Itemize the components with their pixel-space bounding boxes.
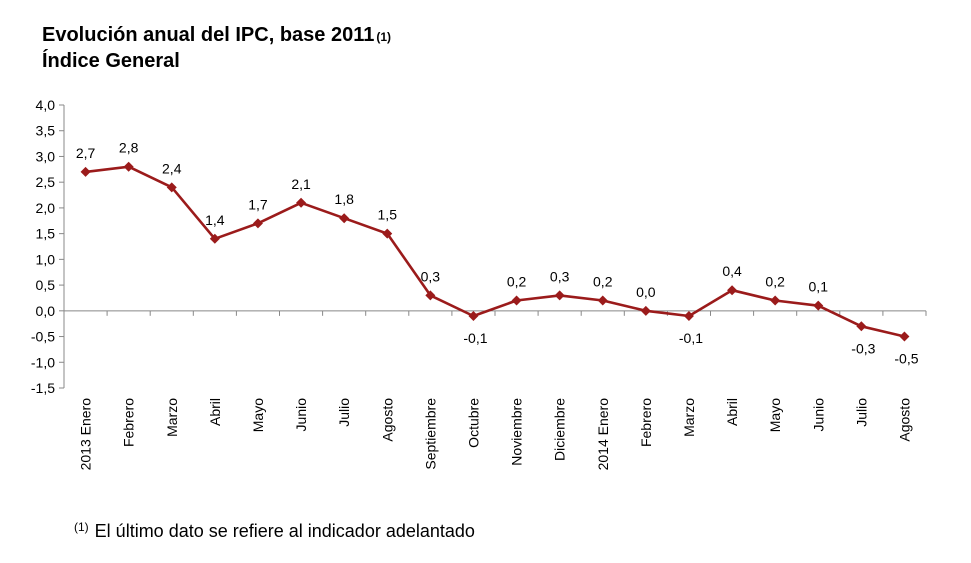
x-tick-label: Julio	[336, 398, 352, 427]
footnote-mark: (1)	[74, 520, 89, 534]
data-point	[123, 161, 134, 172]
title-note: (1)	[376, 30, 392, 44]
data-label: 0,4	[722, 263, 742, 279]
series-line	[85, 165, 905, 338]
title-text: Evolución anual del IPC, base 2011	[42, 24, 375, 46]
data-point	[166, 182, 177, 193]
data-point	[813, 300, 824, 311]
data-label: 2,7	[76, 145, 96, 161]
data-point	[554, 290, 565, 301]
y-tick-label: 0,0	[36, 303, 56, 319]
data-label: 2,1	[291, 176, 311, 192]
data-point	[468, 310, 479, 321]
data-point	[209, 233, 220, 244]
data-label: 0,3	[550, 268, 570, 284]
x-tick-label: Septiembre	[422, 398, 438, 470]
x-tick-label: Marzo	[681, 398, 697, 437]
data-point	[640, 305, 651, 316]
x-tick-label: Marzo	[164, 398, 180, 437]
y-tick-label: 2,0	[36, 200, 56, 216]
y-tick-label: 2,5	[36, 174, 56, 190]
x-tick-label: Junio	[293, 398, 309, 432]
data-point	[339, 213, 350, 224]
x-tick-label: Abril	[724, 398, 740, 426]
y-tick-label: 0,5	[36, 277, 56, 293]
data-point	[511, 295, 522, 306]
data-point	[296, 197, 307, 208]
footnote: (1) El último dato se refiere al indicado…	[74, 520, 475, 542]
y-tick-label: -0,5	[31, 329, 55, 345]
data-label: -0,1	[463, 330, 487, 346]
data-label: 0,3	[421, 268, 441, 284]
y-tick-label: 4,0	[36, 97, 56, 113]
data-point	[899, 331, 910, 342]
data-point	[252, 218, 263, 229]
data-label: 1,8	[334, 191, 354, 207]
x-tick-label: 2013 Enero	[78, 398, 94, 471]
data-point	[80, 166, 91, 177]
data-point	[425, 290, 436, 301]
data-label: 0,0	[636, 284, 656, 300]
x-tick-label: Febrero	[121, 398, 137, 447]
data-point	[856, 321, 867, 332]
data-label: 2,8	[119, 140, 139, 156]
data-label: 1,4	[205, 212, 225, 228]
data-label: 0,2	[507, 274, 527, 290]
data-point	[597, 295, 608, 306]
data-point	[382, 228, 393, 239]
x-tick-label: Agosto	[379, 398, 395, 442]
footnote-text: El último dato se refiere al indicador a…	[94, 521, 475, 541]
y-tick-label: 1,0	[36, 251, 56, 267]
data-label: -0,3	[851, 340, 875, 356]
x-tick-label: Julio	[853, 398, 869, 427]
data-label: -0,5	[894, 351, 918, 367]
data-label: 0,2	[593, 274, 613, 290]
data-label: 2,4	[162, 160, 182, 176]
y-tick-label: 3,0	[36, 148, 56, 164]
x-tick-label: Abril	[207, 398, 223, 426]
x-tick-label: 2014 Enero	[595, 398, 611, 471]
chart-title: Evolución anual del IPC, base 2011 (1) Ín…	[42, 22, 391, 74]
data-label: 0,2	[765, 274, 785, 290]
data-point	[683, 310, 694, 321]
y-tick-label: 3,5	[36, 123, 56, 139]
data-point	[770, 295, 781, 306]
y-tick-label: 1,5	[36, 226, 56, 242]
x-tick-label: Febrero	[638, 398, 654, 447]
data-point	[727, 285, 738, 296]
x-tick-label: Mayo	[250, 398, 266, 432]
x-tick-label: Agosto	[896, 398, 912, 442]
y-tick-label: -1,5	[31, 380, 55, 396]
x-tick-label: Octubre	[465, 398, 481, 448]
data-label: -0,1	[679, 330, 703, 346]
data-label: 1,7	[248, 196, 268, 212]
x-tick-label: Noviembre	[509, 398, 525, 466]
y-tick-label: -1,0	[31, 354, 55, 370]
x-tick-label: Mayo	[767, 398, 783, 432]
data-label: 0,1	[809, 279, 829, 295]
x-tick-label: Junio	[810, 398, 826, 432]
x-tick-label: Diciembre	[552, 398, 568, 461]
data-label: 1,5	[378, 207, 398, 223]
chart-subtitle: Índice General	[42, 50, 180, 72]
